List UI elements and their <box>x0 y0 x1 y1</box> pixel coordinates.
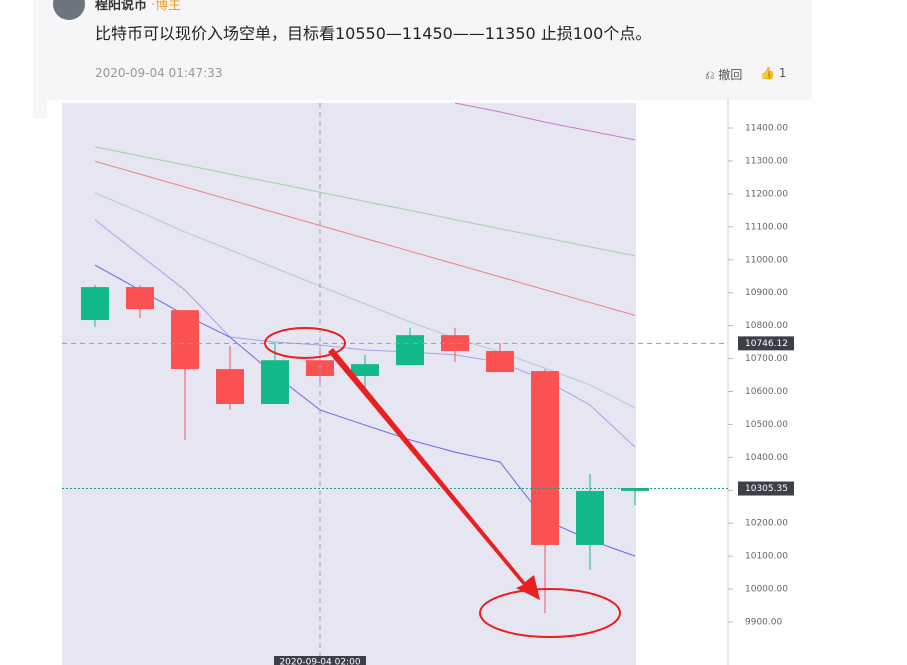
y-tick-label: 11400.00 <box>745 124 788 134</box>
candle-body <box>216 369 244 404</box>
candle-body <box>261 360 289 404</box>
y-tick-label: 9900.00 <box>745 618 782 628</box>
withdraw-label[interactable]: 撤回 <box>718 68 743 82</box>
y-tick-label: 10200.00 <box>745 519 788 529</box>
y-tick-label: 10000.00 <box>745 585 788 595</box>
y-tick-label: 10400.00 <box>745 453 788 463</box>
y-tick-label: 11300.00 <box>745 156 788 166</box>
y-tick-label: 10800.00 <box>745 321 788 331</box>
price-label: 10746.12 <box>745 339 788 349</box>
role: ·博主 <box>151 0 182 13</box>
candle-body <box>621 487 649 491</box>
candle-body <box>576 490 604 545</box>
candle-body <box>441 335 469 351</box>
y-tick-label: 11100.00 <box>745 222 788 232</box>
indicator-line <box>94 160 636 316</box>
price-tag <box>738 336 794 351</box>
crosshair-label: 2020-09-04 02:00 <box>279 658 360 665</box>
comment-text: 比特币可以现价入场空单，目标看10550—11450——11350 止损100个… <box>95 24 652 43</box>
candle-body <box>126 287 154 310</box>
indicator-line <box>94 192 636 409</box>
comment-date: 2020-09-04 01:47:33 <box>95 66 223 80</box>
y-tick-label: 10700.00 <box>745 354 788 364</box>
annotation-arrow <box>328 348 540 600</box>
y-tick-label: 11000.00 <box>745 255 788 265</box>
y-tick-label: 10600.00 <box>745 387 788 397</box>
y-tick-label: 11200.00 <box>745 189 788 199</box>
y-tick-label: 10500.00 <box>745 420 788 430</box>
indicator-line <box>94 146 636 257</box>
annotation-ellipse <box>479 588 621 638</box>
candle-body <box>486 350 514 373</box>
price-label: 10305.35 <box>745 484 788 494</box>
candle-body <box>351 364 379 377</box>
candle-body <box>81 287 109 321</box>
candle-body <box>396 335 424 366</box>
like-count[interactable]: 1 <box>778 66 787 80</box>
indicator-line <box>454 102 636 141</box>
username[interactable]: 程阳说币 ·博主 <box>95 0 181 13</box>
y-tick-label: 10100.00 <box>745 552 788 562</box>
candle-body <box>531 371 559 545</box>
comment-card: 程阳说币 ·博主 比特币可以现价入场空单，目标看10550—11450——1135… <box>33 0 812 118</box>
price-tag <box>738 481 794 496</box>
crosshair-tag <box>274 656 366 665</box>
y-tick-label: 10900.00 <box>745 288 788 298</box>
avatar[interactable] <box>53 0 85 20</box>
candle-body <box>171 310 199 370</box>
username-text[interactable]: 程阳说币 <box>95 0 148 13</box>
withdraw-button[interactable]: ⎌ 撤回 <box>705 68 743 82</box>
like-button[interactable]: 👍 1 <box>760 66 787 80</box>
annotation-ellipse <box>264 327 346 359</box>
